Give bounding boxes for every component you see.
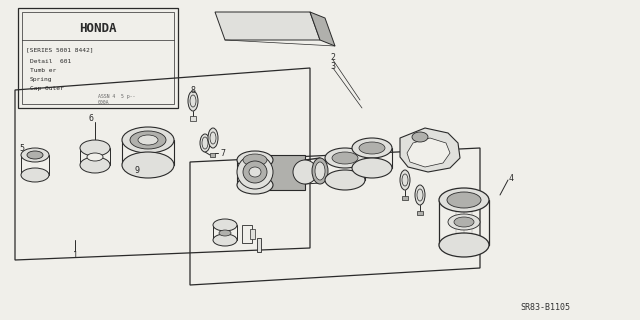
Ellipse shape: [80, 140, 110, 156]
Text: 000A: 000A: [98, 100, 109, 105]
Ellipse shape: [439, 233, 489, 257]
Ellipse shape: [447, 192, 481, 208]
Ellipse shape: [122, 152, 174, 178]
Ellipse shape: [400, 170, 410, 190]
Ellipse shape: [243, 161, 267, 183]
Bar: [255, 155, 305, 190]
Ellipse shape: [315, 162, 325, 180]
Polygon shape: [310, 12, 335, 46]
Ellipse shape: [293, 160, 317, 184]
Text: 5: 5: [19, 143, 24, 153]
Bar: [22, 12, 174, 104]
Ellipse shape: [188, 91, 198, 111]
Ellipse shape: [130, 131, 166, 149]
Text: HONDA: HONDA: [79, 21, 116, 35]
Bar: [190, 116, 196, 121]
Ellipse shape: [237, 176, 273, 194]
Ellipse shape: [415, 185, 425, 205]
Ellipse shape: [352, 158, 392, 178]
Ellipse shape: [325, 148, 365, 168]
Text: Detail  601: Detail 601: [30, 59, 71, 63]
Bar: [402, 196, 408, 200]
Bar: [417, 211, 423, 215]
Text: Spring: Spring: [30, 76, 52, 82]
Text: 8: 8: [191, 85, 195, 94]
Ellipse shape: [122, 127, 174, 153]
Ellipse shape: [448, 214, 480, 230]
Ellipse shape: [80, 157, 110, 173]
Text: 7: 7: [220, 148, 225, 157]
Ellipse shape: [325, 170, 365, 190]
Ellipse shape: [213, 219, 237, 231]
Ellipse shape: [27, 151, 43, 159]
Ellipse shape: [312, 158, 328, 184]
Polygon shape: [400, 128, 460, 172]
Text: Tumb er: Tumb er: [30, 68, 56, 73]
Ellipse shape: [208, 128, 218, 148]
Bar: [18, 8, 178, 108]
Bar: [250, 229, 255, 239]
Ellipse shape: [21, 148, 49, 162]
Text: SR83-B1105: SR83-B1105: [520, 303, 570, 313]
Ellipse shape: [237, 151, 273, 169]
Text: 2: 2: [330, 52, 335, 61]
Polygon shape: [215, 12, 320, 40]
Ellipse shape: [249, 167, 261, 177]
Ellipse shape: [200, 134, 210, 152]
Ellipse shape: [213, 234, 237, 246]
Text: ASSN 4  5 p--: ASSN 4 5 p--: [98, 93, 136, 99]
Ellipse shape: [412, 132, 428, 142]
Ellipse shape: [219, 230, 231, 236]
Ellipse shape: [21, 168, 49, 182]
Bar: [210, 153, 215, 157]
Ellipse shape: [87, 153, 103, 161]
Ellipse shape: [359, 142, 385, 154]
Ellipse shape: [138, 135, 158, 145]
Polygon shape: [407, 138, 450, 167]
Ellipse shape: [237, 155, 273, 189]
Text: Cap Outer: Cap Outer: [30, 85, 64, 91]
Ellipse shape: [439, 188, 489, 212]
Ellipse shape: [352, 138, 392, 158]
Ellipse shape: [332, 152, 358, 164]
Text: [SERIES 5001 8442]: [SERIES 5001 8442]: [26, 47, 93, 52]
Text: 6: 6: [88, 114, 93, 123]
Text: 4: 4: [509, 173, 514, 182]
Bar: [257, 238, 261, 252]
Bar: [242, 225, 252, 243]
Ellipse shape: [243, 154, 267, 166]
Text: 1: 1: [72, 251, 77, 260]
Ellipse shape: [454, 217, 474, 227]
Text: 3: 3: [330, 61, 335, 70]
Text: 9: 9: [134, 165, 140, 174]
